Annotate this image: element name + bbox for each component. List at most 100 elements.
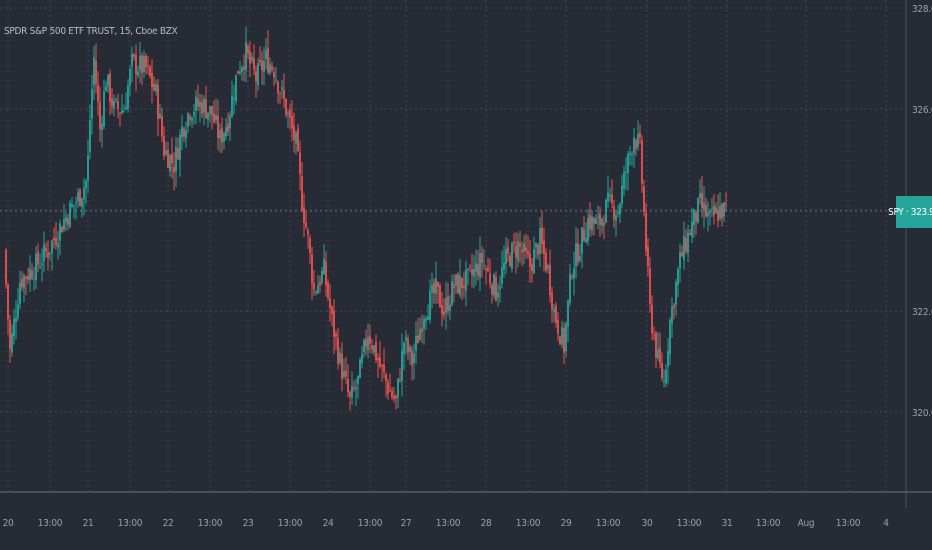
candle-body xyxy=(585,238,587,243)
candle-body xyxy=(269,64,271,74)
candle-body xyxy=(41,263,43,265)
candle-body xyxy=(217,115,219,138)
candle-body xyxy=(119,112,121,114)
candle-body xyxy=(55,237,57,245)
candle-body xyxy=(185,130,187,139)
candle-body xyxy=(699,193,701,199)
candle-body xyxy=(419,328,421,340)
candle-body xyxy=(353,387,355,389)
candle-body xyxy=(565,323,567,352)
candle-body xyxy=(655,332,657,358)
time-tick-label: Aug xyxy=(798,518,815,529)
candle-body xyxy=(285,99,287,116)
candle-body xyxy=(159,113,161,119)
candle-body xyxy=(363,340,365,353)
candle-body xyxy=(659,347,661,364)
candle-body xyxy=(495,276,497,301)
candle-body xyxy=(133,54,135,57)
time-tick-label: 13:00 xyxy=(436,518,461,529)
candle-body xyxy=(221,127,223,143)
candle-body xyxy=(305,222,307,228)
time-tick-label: 13:00 xyxy=(756,518,781,529)
candle-body xyxy=(469,266,471,268)
candle-body xyxy=(45,248,47,252)
candle-body xyxy=(337,338,339,364)
candle-body xyxy=(693,209,695,226)
candle-body xyxy=(9,319,11,350)
candle-body xyxy=(113,100,115,109)
candle-body xyxy=(475,263,477,272)
candle-body xyxy=(589,214,591,229)
candle-body xyxy=(101,123,103,131)
price-tick-label: 328.00 xyxy=(912,4,932,15)
candle-body xyxy=(399,380,401,382)
candle-body xyxy=(491,284,493,295)
candle-body xyxy=(395,395,397,399)
candle-body xyxy=(13,318,15,336)
candle-body xyxy=(109,73,111,102)
candle-body xyxy=(587,218,589,241)
candle-body xyxy=(553,308,555,313)
candle-body xyxy=(673,305,675,309)
candle-body xyxy=(95,60,97,84)
candle-body xyxy=(575,243,577,267)
candle-body xyxy=(423,318,425,329)
candle-body xyxy=(539,228,541,254)
candle-body xyxy=(643,186,645,213)
time-tick-label: 30 xyxy=(642,518,653,529)
candle-body xyxy=(657,349,659,359)
candle-body xyxy=(161,116,163,137)
candle-body xyxy=(223,133,225,142)
candle-body xyxy=(303,207,305,223)
candle-body xyxy=(447,296,449,312)
candle-body xyxy=(551,292,553,310)
candle-body xyxy=(19,282,21,305)
candle-body xyxy=(441,305,443,315)
candle-body xyxy=(517,241,519,261)
candle-body xyxy=(75,202,77,204)
candle-body xyxy=(465,269,467,291)
candle-body xyxy=(467,268,469,271)
symbol-title: SPDR S&P 500 ETF TRUST, 15, Cboe BZX xyxy=(4,26,178,37)
candle-body xyxy=(7,284,9,320)
candle-body xyxy=(621,185,623,205)
candle-body xyxy=(139,55,141,71)
candle-body xyxy=(365,339,367,347)
candle-body xyxy=(191,117,193,121)
candle-body xyxy=(313,283,315,290)
candle-body xyxy=(325,261,327,286)
candle-body xyxy=(15,317,17,323)
candle-body xyxy=(381,365,383,367)
candle-body xyxy=(125,107,127,110)
candle-body xyxy=(421,328,423,332)
candle-body xyxy=(251,56,253,61)
candle-body xyxy=(625,171,627,173)
time-tick-label: 24 xyxy=(323,518,334,529)
candle-body xyxy=(725,203,727,205)
candle-body xyxy=(245,42,247,71)
candle-body xyxy=(389,390,391,392)
candle-body xyxy=(307,230,309,235)
candle-body xyxy=(397,378,399,398)
candle-body xyxy=(481,252,483,263)
candle-body xyxy=(417,335,419,344)
candle-body xyxy=(263,60,265,73)
candle-body xyxy=(181,126,183,138)
candle-body xyxy=(53,237,55,241)
candle-body xyxy=(143,56,145,72)
candle-body xyxy=(193,112,195,116)
candle-body xyxy=(695,212,697,222)
candle-body xyxy=(453,284,455,288)
candle-body xyxy=(471,269,473,275)
candle-body xyxy=(505,249,507,265)
candle-body xyxy=(369,336,371,344)
time-axis[interactable]: 20 13:00 21 13:00 22 13:00 23 13:00 24 13:00 27 13:… xyxy=(3,518,890,529)
candle-body xyxy=(189,116,191,120)
candle-body xyxy=(141,55,143,73)
candle-body xyxy=(255,71,257,82)
candle-body xyxy=(117,100,119,110)
candle-body xyxy=(357,375,359,384)
candle-body xyxy=(607,192,609,202)
candle-body xyxy=(407,338,409,353)
